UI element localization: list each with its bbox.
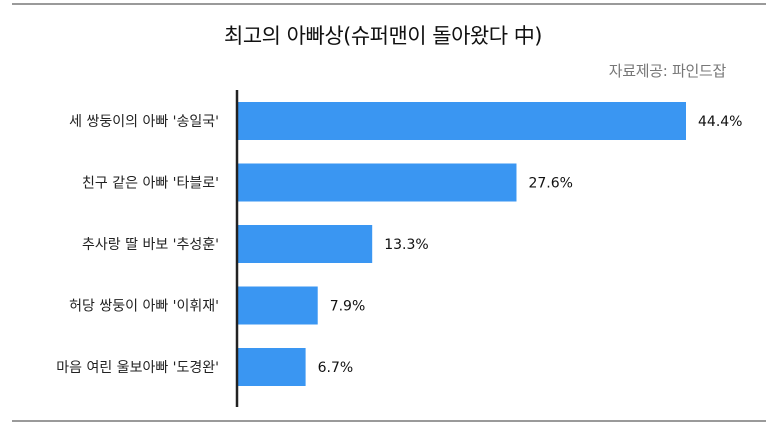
value-label-2: 27.6% (528, 176, 572, 192)
chart-source: 자료제공: 파인드잡 (608, 62, 727, 80)
bar-1 (238, 102, 686, 140)
chart-title: 최고의 아빠상(슈퍼맨이 돌아왔다 中) (224, 24, 542, 48)
bar-4 (238, 286, 318, 325)
bar-5 (238, 348, 306, 386)
bars-layer: 세 쌍둥이의 아빠 '송일국' 44.4% 친구 같은 아빠 '타블로' 27.6% 추… (56, 102, 742, 386)
bar-2 (238, 163, 517, 202)
category-label-3: 추사랑 딸 바보 '추성훈' (82, 237, 219, 253)
category-label-4: 허당 쌍둥이 아빠 '이휘재' (69, 299, 219, 315)
value-label-1: 44.4% (698, 114, 742, 130)
value-label-5: 6.7% (318, 360, 354, 376)
bar-3 (238, 225, 373, 263)
frame-bottom-line (12, 420, 766, 422)
frame-top-line (12, 3, 766, 5)
value-label-4: 7.9% (330, 299, 366, 315)
category-label-2: 친구 같은 아빠 '타블로' (82, 176, 219, 192)
value-label-3: 13.3% (384, 237, 428, 253)
category-label-5: 마음 여린 울보아빠 '도경완' (56, 360, 219, 376)
category-label-1: 세 쌍둥이의 아빠 '송일국' (69, 114, 219, 130)
